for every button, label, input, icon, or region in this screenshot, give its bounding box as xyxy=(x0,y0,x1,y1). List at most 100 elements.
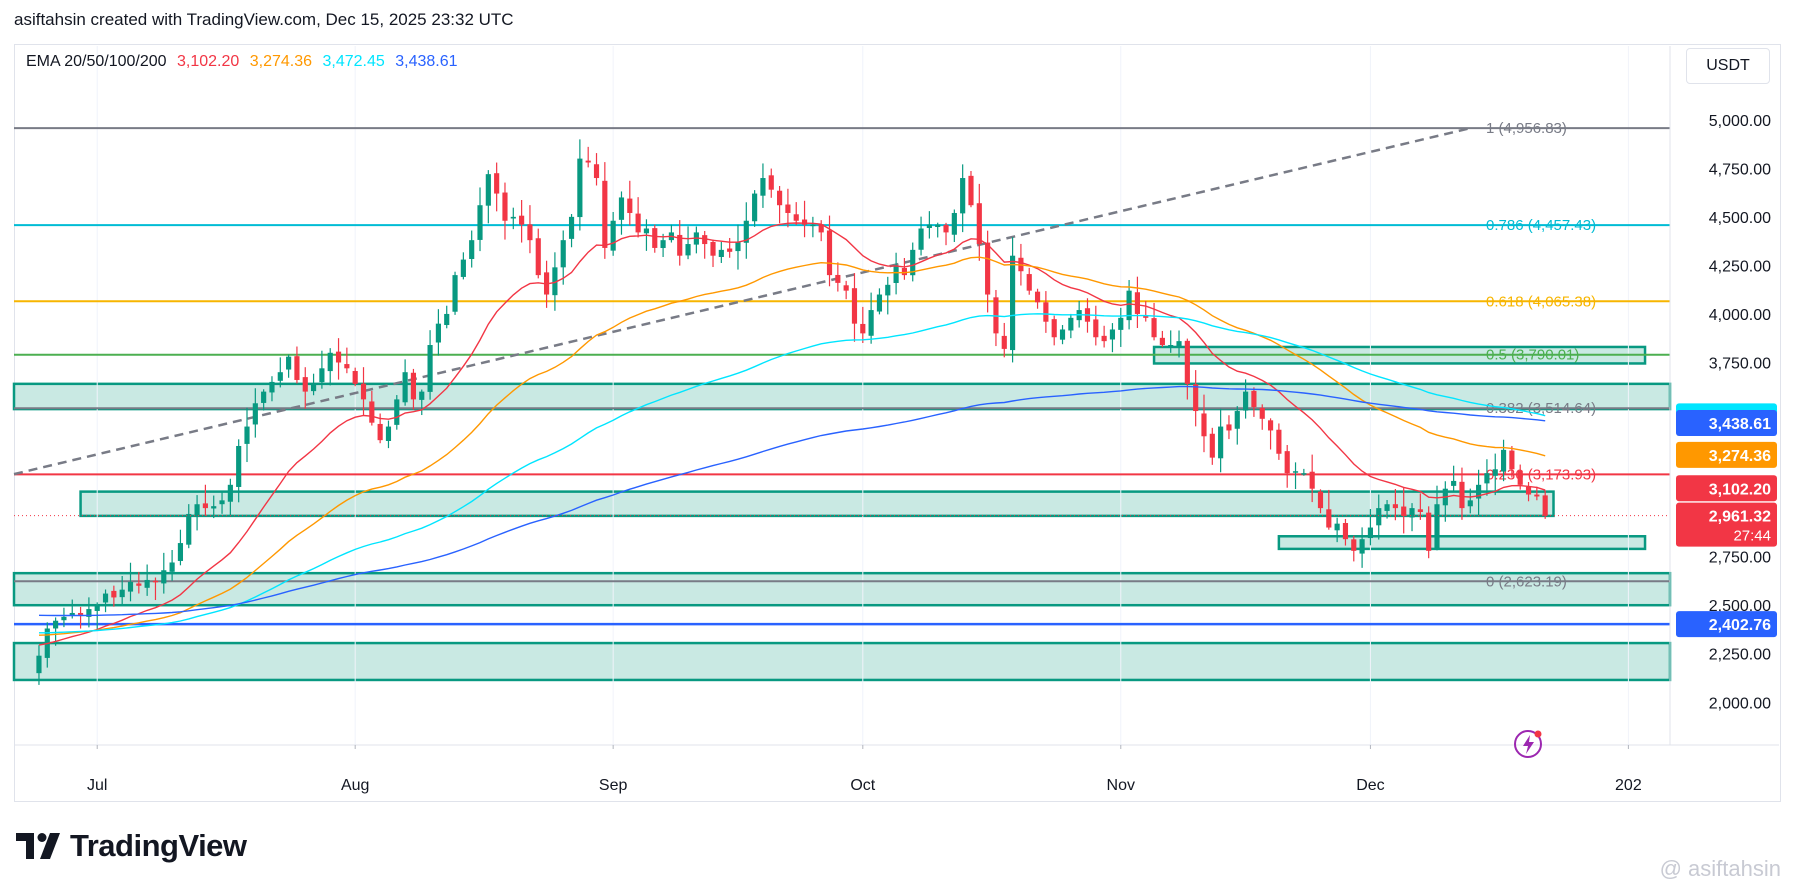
y-tick-label: 2,500.00 xyxy=(1709,598,1771,615)
candle-body xyxy=(460,259,466,277)
candle-body xyxy=(893,265,899,283)
legend-ema20-value: 3,102.20 xyxy=(177,53,240,70)
candle-body xyxy=(1026,274,1032,291)
price-zone xyxy=(12,641,1672,682)
candle-body xyxy=(1043,302,1049,322)
candle-body xyxy=(535,238,541,276)
candle-body xyxy=(843,285,849,291)
candle-body xyxy=(1292,471,1299,473)
candle-body xyxy=(752,193,758,222)
candle-body xyxy=(1226,424,1232,431)
candle-body xyxy=(236,445,242,487)
fib-level-label: 0.236 (3,173.93) xyxy=(1486,466,1596,483)
legend-label: EMA 20/50/100/200 xyxy=(26,53,167,70)
candle-body xyxy=(227,484,233,502)
y-tick-label: 2,250.00 xyxy=(1709,647,1771,664)
x-tick-label: Dec xyxy=(1356,777,1384,794)
candle-body xyxy=(319,368,325,383)
candle-body xyxy=(36,655,42,674)
candle-body xyxy=(968,175,974,206)
candle-body xyxy=(86,609,92,617)
candle-body xyxy=(111,590,117,598)
ema-20-line xyxy=(38,222,1546,646)
candle-body xyxy=(1342,523,1349,540)
candle-body xyxy=(410,372,417,400)
legend-ema50-value: 3,274.36 xyxy=(249,53,313,70)
candle-body xyxy=(1301,473,1307,475)
tradingview-logo[interactable]: TradingView xyxy=(16,828,247,864)
fib-level-label: 0.382 (3,514.64) xyxy=(1486,400,1596,417)
candle-body xyxy=(519,215,525,225)
candle-body xyxy=(810,224,816,227)
candle-body xyxy=(419,391,425,400)
candle-body xyxy=(335,351,342,363)
candle-body xyxy=(1376,508,1382,526)
candle-body xyxy=(1010,255,1016,351)
candle-body xyxy=(1276,429,1282,454)
candle-body xyxy=(244,426,250,444)
y-tick-label: 2,000.00 xyxy=(1709,695,1771,712)
candle-body xyxy=(618,197,625,220)
candle-body xyxy=(777,190,783,206)
y-tick-label: 4,000.00 xyxy=(1709,307,1771,324)
candle-body xyxy=(793,214,799,221)
candle-body xyxy=(310,383,317,392)
candle-body xyxy=(818,224,824,233)
candle-body xyxy=(1159,337,1165,346)
y-tick-label: 2,750.00 xyxy=(1709,550,1771,567)
fib-level-label: 0.5 (3,790.01) xyxy=(1486,347,1579,364)
price-badges: 3,472.453,438.613,274.363,102.202,961.32… xyxy=(1676,403,1777,638)
candle-body xyxy=(144,579,150,588)
candle-body xyxy=(1351,539,1357,551)
candle-body xyxy=(1101,335,1107,342)
lightning-icon[interactable] xyxy=(1512,727,1546,766)
candle-body xyxy=(1201,413,1207,437)
price-badge-label: 2,961.32 xyxy=(1709,509,1771,526)
candle-body xyxy=(768,175,774,190)
candle-body xyxy=(710,242,716,256)
candle-body xyxy=(1034,291,1041,303)
x-tick-label: Oct xyxy=(850,777,875,794)
candle-body xyxy=(760,178,766,196)
candle-body xyxy=(1525,486,1532,495)
fib-level-label: 1 (4,956.83) xyxy=(1486,120,1567,137)
candle-body xyxy=(494,173,500,194)
candle-body xyxy=(1243,391,1249,411)
candle-body xyxy=(1109,329,1116,340)
watermark: @ asiftahsin xyxy=(1659,856,1781,881)
x-tick-label: Sep xyxy=(599,777,628,794)
candle-body xyxy=(211,506,217,509)
candle-body xyxy=(552,267,558,296)
candle-body xyxy=(327,352,333,372)
candle-body xyxy=(502,192,508,221)
candle-body xyxy=(652,228,658,248)
candle-body xyxy=(1534,494,1540,497)
candle-body xyxy=(677,234,683,256)
candle-body xyxy=(610,220,616,251)
candle-body xyxy=(152,580,159,583)
candle-body xyxy=(635,213,641,233)
candle-body xyxy=(385,426,392,441)
candle-body xyxy=(277,372,283,381)
candle-body xyxy=(1251,390,1257,408)
candle-body xyxy=(169,562,175,572)
candle-body xyxy=(252,403,258,425)
fib-level-label: 0.618 (4,065.38) xyxy=(1486,293,1596,310)
price-badge-label: 3,438.61 xyxy=(1709,416,1771,433)
candle-body xyxy=(735,242,741,252)
candle-body xyxy=(1334,523,1340,531)
candle-body xyxy=(727,248,733,252)
candle-body xyxy=(427,345,433,392)
candle-body xyxy=(943,224,949,233)
currency-unit-button[interactable]: USDT xyxy=(1686,48,1770,84)
candle-body xyxy=(119,589,125,598)
candle-body xyxy=(435,323,441,343)
ema-100-line xyxy=(39,313,1546,634)
candle-body xyxy=(643,228,650,234)
indicator-legend[interactable]: EMA 20/50/100/200 3,102.20 3,274.36 3,47… xyxy=(26,53,464,71)
candle-body xyxy=(219,500,225,505)
legend-ema100-value: 3,472.45 xyxy=(322,53,385,70)
candle-body xyxy=(627,198,633,213)
candle-body xyxy=(77,612,84,615)
